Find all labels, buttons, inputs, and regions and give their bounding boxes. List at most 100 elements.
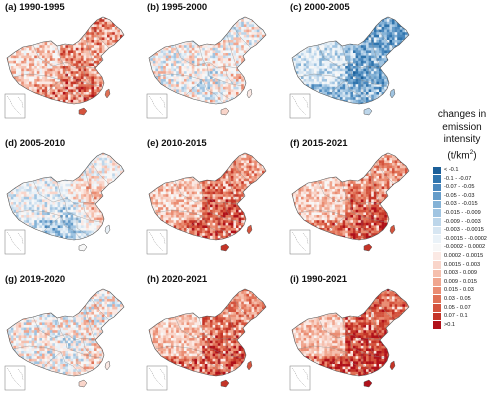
grid-cell [152,19,156,22]
grid-cell [194,79,198,82]
grid-cell [26,19,30,22]
grid-cell [194,71,198,74]
grid-cell [120,89,123,93]
grid-cell [163,118,166,120]
grid-cell [173,32,177,35]
grid-cell [215,50,218,54]
grid-cell [207,34,211,38]
grid-cell [350,40,354,43]
grid-cell [34,53,37,56]
grid-cell [65,55,69,59]
grid-cell [112,76,115,80]
grid-cell [347,27,351,30]
grid-cell [215,99,218,103]
grid-cell [130,95,133,98]
grid-cell [3,35,6,38]
grid-cell [272,87,275,90]
grid-cell [210,55,213,59]
grid-cell [295,27,299,30]
grid-cell [215,37,218,41]
grid-cell [125,48,128,51]
grid-cell [34,94,37,98]
grid-cell [123,14,126,17]
grid-cell [99,34,102,38]
grid-cell [228,37,231,41]
grid-cell [91,37,95,41]
grid-cell [368,24,372,28]
grid-cell [181,84,185,87]
grid-cell [55,66,58,69]
grid-cell [26,50,30,54]
grid-cell [52,21,56,25]
grid-cell [163,71,166,74]
grid-cell [187,105,190,108]
grid-cell [202,21,205,25]
grid-cell [83,68,87,72]
grid-cell [228,60,231,64]
grid-cell [47,19,50,22]
grid-cell [316,45,320,48]
grid-cell [52,60,56,64]
grid-cell [31,37,35,41]
grid-cell [52,14,55,17]
grid-cell [184,86,187,90]
grid-cell [117,50,121,54]
grid-cell [197,32,200,35]
grid-cell [160,89,164,93]
grid-cell [104,115,107,118]
grid-cell [200,108,203,111]
grid-cell [97,14,100,17]
grid-cell [373,19,377,22]
grid-cell [213,110,216,113]
grid-cell [252,105,255,108]
grid-cell [36,102,40,104]
grid-cell [120,68,123,72]
grid-cell [36,89,40,93]
grid-cell [68,115,71,118]
grid-cell [197,66,200,69]
grid-cell [52,110,55,113]
grid-cell [68,113,71,116]
grid-cell [60,58,63,61]
grid-cell [254,63,257,67]
grid-cell [125,76,128,79]
grid-cell [324,47,328,51]
grid-cell [107,110,110,113]
grid-cell [107,50,110,54]
grid-cell [104,66,108,69]
grid-cell [149,76,151,80]
grid-cell [150,73,153,77]
grid-cell [52,89,56,93]
grid-cell [36,34,40,38]
grid-cell [160,42,164,46]
grid-cell [371,19,374,22]
grid-cell [73,34,76,38]
grid-cell [176,68,179,72]
grid-cell [324,37,328,41]
grid-cell [150,32,153,35]
grid-cell [45,113,48,116]
grid-cell [16,55,19,59]
grid-cell [233,110,236,113]
grid-cell [181,79,185,82]
grid-cell [128,79,131,82]
grid-cell [327,29,330,33]
grid-cell [204,81,208,85]
grid-cell [292,19,294,22]
grid-cell [34,55,37,59]
grid-cell [186,45,190,48]
grid-cell [350,34,354,38]
grid-cell [402,29,406,33]
grid-cell [49,81,53,85]
grid-cell [204,34,208,38]
grid-cell [52,42,56,46]
grid-cell [267,24,270,27]
grid-cell [184,118,187,120]
grid-cell [150,14,153,17]
grid-cell [176,115,179,118]
grid-cell [194,92,198,95]
grid-cell [165,19,169,22]
grid-cell [158,71,161,74]
grid-cell [57,47,61,51]
grid-cell [101,92,105,95]
